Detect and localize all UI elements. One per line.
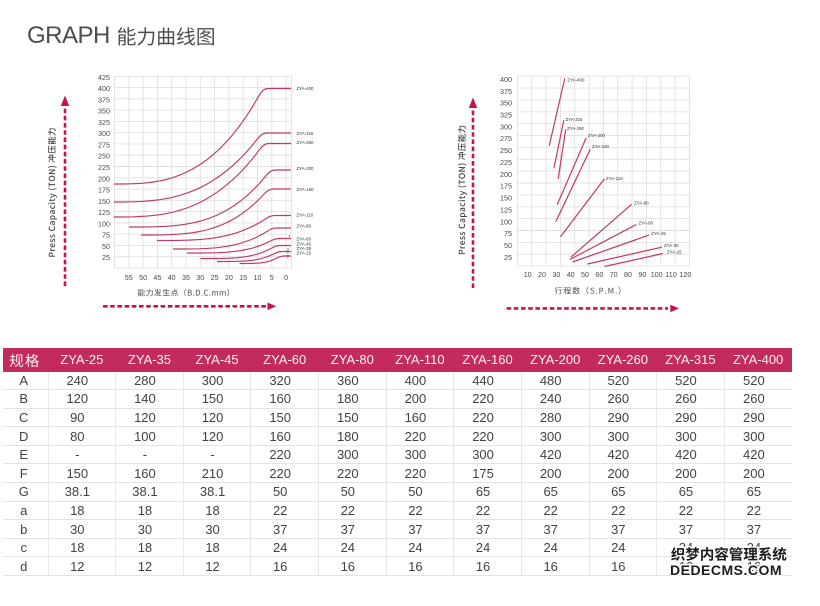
svg-text:60: 60 [595,270,603,279]
svg-text:ZYA-110: ZYA-110 [297,213,314,218]
svg-text:300: 300 [500,122,512,131]
svg-text:3: 3 [287,248,289,252]
svg-text:400: 400 [98,84,110,93]
svg-text:250: 250 [500,146,512,155]
svg-text:ZYA-260: ZYA-260 [297,140,315,145]
svg-text:275: 275 [98,140,110,149]
svg-text:0: 0 [284,273,288,282]
svg-text:125: 125 [98,208,110,217]
svg-text:225: 225 [98,163,110,172]
svg-text:25: 25 [211,273,219,282]
svg-text:25: 25 [102,253,110,262]
svg-text:50: 50 [581,270,589,279]
svg-text:375: 375 [98,95,110,104]
svg-text:325: 325 [98,118,110,127]
svg-text:ZYA-315: ZYA-315 [566,117,584,122]
svg-text:ZYA-400: ZYA-400 [567,77,585,82]
svg-text:75: 75 [102,231,110,240]
svg-text:ZYA-80: ZYA-80 [297,224,312,229]
svg-text:50: 50 [102,242,110,251]
svg-text:110: 110 [665,270,676,279]
svg-text:200: 200 [98,174,110,183]
svg-text:ZYA-45: ZYA-45 [297,242,312,247]
svg-text:275: 275 [500,134,512,143]
svg-text:ZYA-400: ZYA-400 [297,86,315,91]
svg-text:20: 20 [538,270,546,279]
svg-text:25: 25 [504,253,512,262]
svg-text:40: 40 [168,273,176,282]
svg-text:ZYA-60: ZYA-60 [297,237,312,242]
svg-text:150: 150 [500,194,512,203]
svg-text:ZYA-160: ZYA-160 [592,144,610,149]
svg-text:1: 1 [287,251,289,255]
svg-text:75: 75 [504,229,512,238]
svg-text:ZYA-80: ZYA-80 [634,201,649,206]
svg-text:125: 125 [500,206,512,215]
svg-text:325: 325 [500,111,512,120]
svg-text:200: 200 [500,170,512,179]
svg-text:ZYA-35: ZYA-35 [297,246,312,251]
svg-text:10: 10 [524,270,532,279]
svg-text:120: 120 [679,270,691,279]
svg-text:70: 70 [610,270,618,279]
svg-text:2: 2 [287,255,289,259]
svg-text:30: 30 [196,273,204,282]
svg-text:20: 20 [225,273,233,282]
svg-text:55: 55 [125,273,133,282]
svg-text:250: 250 [98,152,110,161]
svg-text:30: 30 [552,270,560,279]
svg-text:40: 40 [567,270,575,279]
svg-text:4: 4 [289,235,291,239]
svg-text:80: 80 [624,270,632,279]
svg-text:175: 175 [500,182,512,191]
svg-text:ZYA-45: ZYA-45 [651,231,666,236]
svg-text:ZYA-110: ZYA-110 [606,176,623,181]
svg-text:300: 300 [98,129,110,138]
svg-text:ZYA-25: ZYA-25 [297,251,312,256]
svg-text:10: 10 [254,273,262,282]
svg-text:ZYA-25: ZYA-25 [667,249,682,254]
svg-text:100: 100 [98,219,110,228]
svg-text:ZYA-60: ZYA-60 [639,220,654,225]
svg-text:ZYA-315: ZYA-315 [297,131,315,136]
svg-text:400: 400 [500,75,512,84]
svg-text:150: 150 [98,197,110,206]
svg-text:175: 175 [98,186,110,195]
svg-text:50: 50 [504,241,512,250]
svg-text:ZYA-200: ZYA-200 [588,133,606,138]
svg-text:100: 100 [651,270,663,279]
svg-text:90: 90 [638,270,646,279]
svg-text:ZYA-160: ZYA-160 [297,187,315,192]
svg-text:350: 350 [500,99,512,108]
svg-text:ZYA-260: ZYA-260 [567,126,585,131]
svg-text:375: 375 [500,87,512,96]
svg-text:ZYA-200: ZYA-200 [297,166,315,171]
svg-text:5: 5 [270,273,274,282]
svg-text:425: 425 [98,73,110,82]
svg-text:15: 15 [239,273,247,282]
svg-text:225: 225 [500,158,512,167]
svg-text:35: 35 [182,273,190,282]
svg-text:45: 45 [153,273,161,282]
svg-text:350: 350 [98,107,110,116]
svg-text:50: 50 [139,273,147,282]
svg-text:100: 100 [500,217,512,226]
svg-text:ZYA-35: ZYA-35 [664,243,679,248]
